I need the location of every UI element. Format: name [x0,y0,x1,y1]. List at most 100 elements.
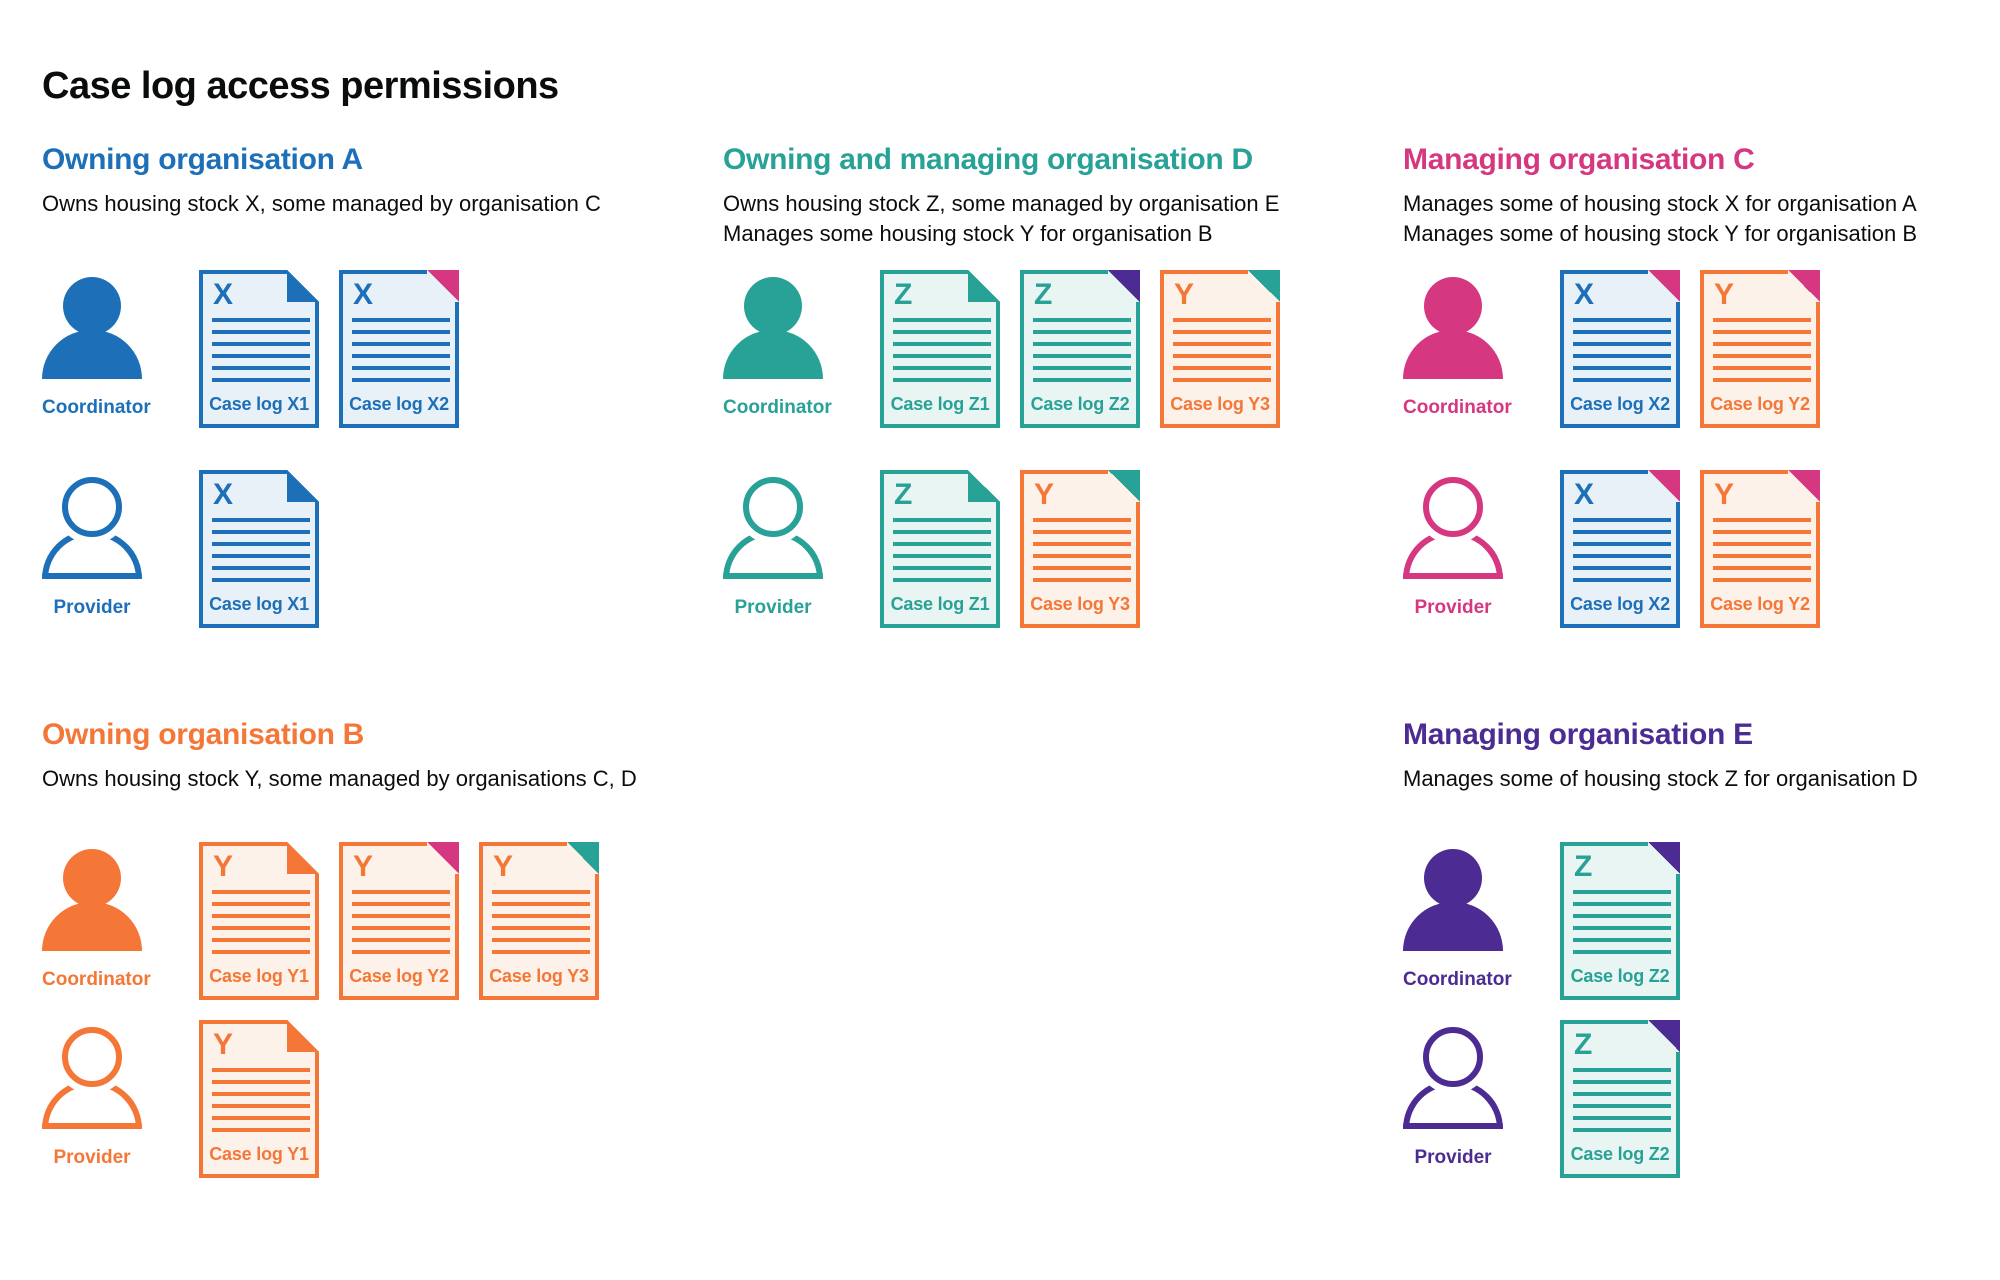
person-head-shape [63,849,121,907]
section-description-line: Manages some of housing stock X for orga… [1403,191,1917,216]
document-text-line [212,1128,310,1132]
document-text-line [1173,366,1271,370]
folded-corner-icon [1108,270,1140,302]
document-label: Case log Y3 [1030,594,1130,614]
document-label: Case log Y2 [1710,394,1810,414]
person-block: Provider [723,470,880,628]
document-text-line [1573,342,1671,346]
document-stock-letter: X [1574,478,1595,511]
document-text-lines-icon [212,1068,310,1140]
document-text-line [212,926,310,930]
person-head-shape [743,477,803,537]
document-text-line [893,554,991,558]
document-text-line [352,950,450,954]
document-stock-letter: X [213,278,234,311]
case-log-document: X Case log X1 [199,270,319,428]
document-stock-letter: Y [1034,478,1055,511]
document-text-lines-icon [352,890,450,962]
document-text-lines-icon [212,890,310,962]
document-text-line [492,902,590,906]
document-text-line [212,902,310,906]
document-text-line [212,1104,310,1108]
document-text-line [1713,578,1811,582]
folded-corner-icon [1248,270,1280,302]
person-head-shape [1423,477,1483,537]
filled-person-icon [1403,849,1503,951]
document-text-line [1573,554,1671,558]
document-text-line [1713,530,1811,534]
role-row-coordinator: Coordinator Y Case log Y1 Y Case log Y2 … [42,842,599,1000]
document-text-line [212,330,310,334]
role-label: Coordinator [1403,969,1512,990]
document-text-line [893,366,991,370]
document-text-lines-icon [212,318,310,390]
document-stock-letter: Z [1574,850,1593,883]
document-text-line [1713,378,1811,382]
document-text-line [212,354,310,358]
document-text-lines-icon [352,318,450,390]
document-text-lines-icon [212,518,310,590]
filled-person-icon [723,277,823,379]
document-text-line [893,342,991,346]
case-log-document: Z Case log Z1 [880,470,1000,628]
document-text-line [1713,566,1811,570]
role-row-provider: Provider X Case log X2 Y Case log Y2 [1403,470,1820,628]
person-body-shape [1403,330,1503,379]
document-text-line [1033,330,1131,334]
section-description-line: Owns housing stock Z, some managed by or… [723,191,1280,216]
case-log-document: X Case log X2 [1560,270,1680,428]
role-label: Coordinator [1403,397,1512,418]
document-text-line [212,366,310,370]
document-text-line [1573,542,1671,546]
folded-corner-icon [1648,1020,1680,1052]
person-head-shape [1423,1027,1483,1087]
document-label: Case log Y2 [1710,594,1810,614]
document-text-line [893,354,991,358]
folded-corner-icon [1648,470,1680,502]
document-text-line [352,914,450,918]
folded-corner-icon [1648,270,1680,302]
outline-person-icon [723,477,823,579]
document-stock-letter: Y [353,850,374,883]
section-title: Owning organisation A [42,143,363,176]
document-text-lines-icon [893,318,991,390]
document-label: Case log X2 [1570,394,1670,414]
case-log-documents: X Case log X2 Y Case log Y2 [1560,470,1820,628]
role-row-coordinator: Coordinator X Case log X2 Y Case log Y2 [1403,270,1820,428]
person-head-shape [1424,849,1482,907]
document-text-line [1713,366,1811,370]
document-text-line [212,890,310,894]
outline-person-icon [1403,1027,1503,1129]
case-log-documents: Y Case log Y1 [199,1020,319,1178]
person-block: Provider [1403,470,1560,628]
document-text-lines-icon [1033,318,1131,390]
case-log-document: Z Case log Z2 [1560,842,1680,1000]
document-text-line [893,566,991,570]
document-text-line [492,914,590,918]
case-log-document: Y Case log Y3 [1020,470,1140,628]
document-label: Case log Y3 [1170,394,1270,414]
case-log-document: Y Case log Y1 [199,842,319,1000]
case-log-document: Z Case log Z1 [880,270,1000,428]
document-text-line [352,890,450,894]
case-log-document: X Case log X2 [1560,470,1680,628]
document-text-line [1573,902,1671,906]
document-stock-letter: Y [1714,278,1735,311]
document-text-line [1173,354,1271,358]
document-text-line [212,914,310,918]
document-text-line [1573,1104,1671,1108]
document-label: Case log Z2 [1030,394,1130,414]
role-row-provider: Provider X Case log X1 [42,470,319,628]
document-stock-letter: Y [213,1028,234,1061]
document-text-line [1173,378,1271,382]
filled-person-icon [1403,277,1503,379]
case-log-document: Y Case log Y1 [199,1020,319,1178]
document-label: Case log Z2 [1570,1144,1670,1164]
document-label: Case log Y1 [209,966,309,986]
person-body-shape [1403,902,1503,951]
person-block: Provider [42,1020,199,1178]
person-body-shape [42,1080,142,1129]
document-label: Case log X2 [349,394,449,414]
document-text-line [1033,354,1131,358]
person-block: Coordinator [42,270,199,428]
